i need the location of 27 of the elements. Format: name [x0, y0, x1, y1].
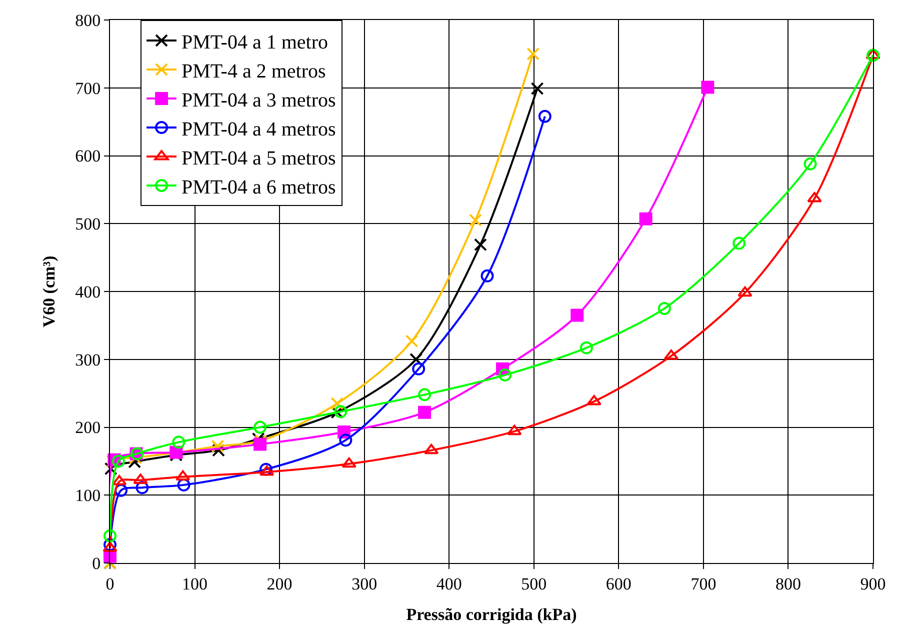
x-tick-label: 900	[860, 574, 886, 594]
y-axis-title: V60 (cm³)	[40, 256, 59, 328]
y-tick-label: 300	[75, 350, 101, 370]
legend-label: PMT-04 a 1 metro	[182, 31, 328, 54]
legend-label: PMT-04 a 4 metros	[182, 118, 336, 140]
x-tick-label: 700	[690, 574, 716, 594]
y-tick-label: 400	[75, 282, 101, 302]
x-tick-label: 600	[606, 574, 632, 594]
legend-label: PMT-04 a 3 metros	[182, 89, 336, 112]
legend-label: PMT-04 a 5 metros	[182, 147, 336, 170]
x-tick-label: 0	[106, 574, 114, 594]
x-tick-label: 200	[266, 574, 292, 594]
y-tick-label: 500	[75, 214, 101, 234]
y-tick-label: 0	[92, 554, 101, 573]
legend-label: PMT-4 a 2 metros	[182, 60, 326, 82]
y-tick-label: 200	[75, 418, 101, 438]
x-tick-label: 300	[352, 574, 378, 594]
x-tick-label: 400	[436, 574, 462, 594]
x-tick-label: 100	[182, 574, 208, 594]
y-tick-label: 100	[75, 486, 101, 506]
y-tick-label: 600	[75, 146, 101, 166]
legend-label: PMT-04 a 6 metros	[182, 176, 336, 198]
x-tick-label: 500	[521, 574, 547, 594]
x-tick-label: 800	[775, 574, 801, 594]
y-tick-label: 700	[75, 78, 101, 98]
x-axis-title: Pressão corrigida (kPa)	[406, 604, 577, 624]
y-tick-label: 800	[75, 10, 101, 30]
